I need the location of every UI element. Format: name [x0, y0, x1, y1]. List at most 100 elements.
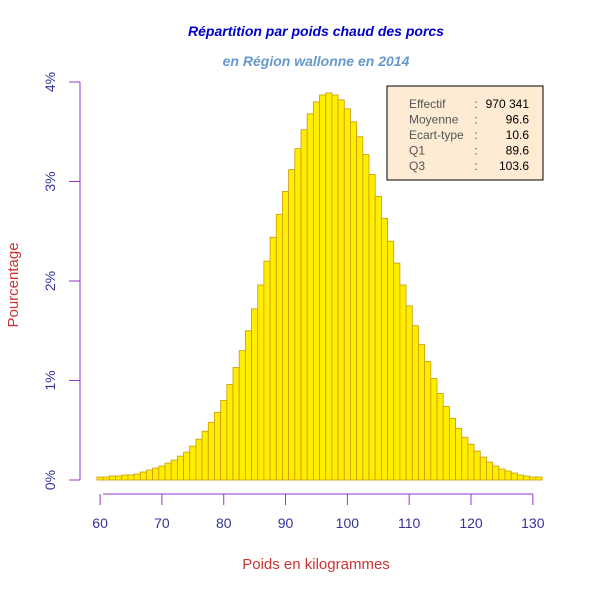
histogram-bar	[473, 450, 481, 481]
histogram-bar	[183, 451, 191, 481]
histogram-bar	[343, 108, 351, 481]
bars-group	[96, 92, 543, 481]
x-tick-label: 110	[398, 515, 421, 531]
histogram-bar	[306, 113, 314, 481]
histogram-bar	[170, 459, 178, 481]
histogram-bar	[350, 121, 358, 481]
x-tick-label: 120	[459, 515, 483, 531]
histogram-bar	[529, 476, 537, 481]
legend-stat-label: Ecart-type	[409, 128, 464, 142]
histogram-bar	[380, 217, 388, 481]
histogram-bar	[325, 92, 333, 481]
legend-stat-separator: :	[474, 144, 477, 158]
legend-stat-value: 10.6	[506, 128, 530, 142]
histogram-bar	[176, 455, 184, 481]
y-tick-label: 2%	[42, 271, 58, 291]
legend-stat-label: Q3	[409, 159, 425, 173]
histogram-bar	[244, 330, 252, 481]
histogram-bar	[232, 367, 240, 481]
histogram-bar	[300, 129, 308, 481]
histogram-bar	[368, 174, 376, 481]
x-tick-label: 130	[521, 515, 545, 531]
histogram-bar	[121, 474, 129, 481]
histogram-bar	[133, 473, 141, 481]
legend-stat-separator: :	[474, 97, 477, 111]
histogram-bar	[275, 213, 283, 481]
histogram-bar	[331, 94, 339, 481]
histogram-bar	[238, 350, 246, 481]
histogram-bar	[294, 148, 302, 481]
histogram-bar	[455, 427, 463, 481]
legend-stat-separator: :	[474, 128, 477, 142]
legend-stat-separator: :	[474, 159, 477, 173]
histogram-bar	[492, 465, 500, 481]
histogram-bar	[263, 260, 271, 481]
chart-title: Répartition par poids chaud des porcs	[188, 23, 444, 39]
legend-stat-label: Moyenne	[409, 113, 459, 127]
histogram-bar	[374, 196, 382, 481]
histogram-bar	[504, 470, 512, 481]
histogram-bar	[102, 476, 110, 481]
histogram-bar	[226, 384, 234, 481]
histogram-bar	[418, 344, 426, 481]
legend-stat-value: 96.6	[506, 113, 530, 127]
histogram-bar	[430, 378, 438, 481]
histogram-bar	[399, 284, 407, 481]
legend-stat-separator: :	[474, 113, 477, 127]
x-tick-label: 100	[336, 515, 360, 531]
histogram-bar	[195, 438, 203, 481]
histogram-bar	[214, 411, 222, 481]
histogram-bar	[486, 461, 494, 481]
histogram-bar	[158, 465, 166, 481]
histogram-bar	[436, 393, 444, 481]
y-axis-label: Pourcentage	[5, 242, 22, 327]
histogram-bar	[387, 240, 395, 481]
histogram-bar	[510, 472, 518, 481]
x-axis: 60 70 80 90 100 110 120 130	[92, 493, 545, 531]
y-tick-label: 4%	[42, 72, 58, 92]
histogram-bar	[442, 405, 450, 481]
y-axis: 0% 1% 2% 3% 4%	[42, 72, 81, 490]
histogram-bar	[523, 475, 531, 481]
stats-legend-box	[386, 85, 544, 181]
histogram-bar	[115, 475, 123, 481]
histogram-bar	[220, 399, 228, 481]
y-tick-label: 1%	[42, 370, 58, 390]
histogram-bar	[393, 262, 401, 481]
chart-subtitle: en Région wallonne en 2014	[223, 53, 410, 69]
histogram-bar	[152, 467, 160, 481]
histogram-bar	[405, 305, 413, 481]
histogram-bar	[319, 94, 327, 481]
histogram-bar	[189, 445, 197, 481]
histogram-bar	[146, 469, 154, 481]
histogram-bar	[467, 443, 475, 481]
histogram-bar	[312, 101, 320, 481]
histogram-bar	[139, 471, 147, 481]
histogram-bar	[356, 136, 364, 481]
histogram-bar	[269, 236, 277, 481]
histogram-bar	[461, 436, 469, 481]
histogram-bar	[257, 284, 265, 481]
legend-stat-label: Q1	[409, 144, 425, 158]
legend-stat-label: Effectif	[409, 97, 446, 111]
x-tick-label: 80	[216, 515, 232, 531]
histogram-bar	[516, 474, 524, 481]
histogram-bar	[108, 475, 116, 481]
histogram-bar	[288, 169, 296, 481]
histogram-bar	[127, 474, 135, 481]
histogram-bar	[207, 421, 215, 481]
histogram-bar	[424, 361, 432, 481]
x-tick-label: 60	[92, 515, 108, 531]
histogram-bar	[282, 191, 290, 481]
x-tick-label: 90	[278, 515, 294, 531]
histogram-bar	[201, 430, 209, 481]
histogram-bar	[448, 417, 456, 481]
legend-stat-value: 103.6	[499, 159, 529, 173]
stats-legend: Effectif:970 341Moyenne:96.6Ecart-type:1…	[386, 85, 544, 181]
y-tick-label: 0%	[42, 470, 58, 490]
histogram-bar	[535, 476, 543, 481]
histogram-bar	[362, 154, 370, 481]
x-tick-label: 70	[154, 515, 170, 531]
legend-stat-value: 89.6	[506, 144, 530, 158]
